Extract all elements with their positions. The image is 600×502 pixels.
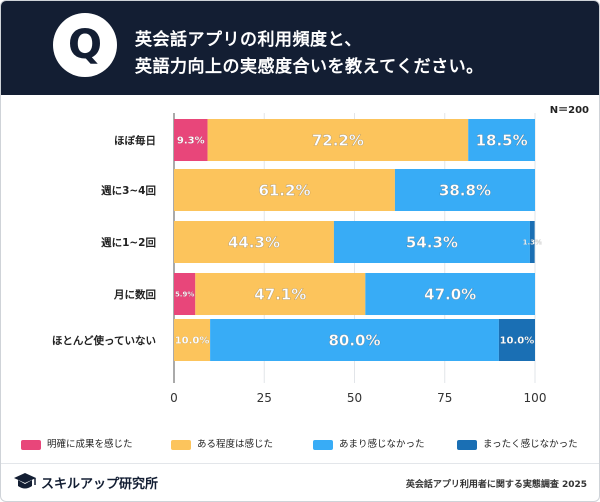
graduation-cap-logo-icon xyxy=(14,473,36,489)
question-header: Q 英会話アプリの利用頻度と、 英語力向上の実感度合いを教えてください。 xyxy=(1,1,599,95)
bar-value-2-3: 1.3% xyxy=(523,239,542,247)
bar-3-0 xyxy=(174,273,196,315)
category-label-3: 月に数回 xyxy=(113,288,156,301)
sample-size-label: N＝200 xyxy=(549,105,589,116)
category-label-1: 週に3~4回 xyxy=(101,185,156,197)
category-label-4: ほとんど使っていない xyxy=(52,334,156,347)
bar-value-2-1: 44.3% xyxy=(228,233,280,251)
stacked-bar-chart: 0 25 50 75 100 ほぼ毎日 9.3% 72.2% 18.5% 週に3~4回 61.2% 3… xyxy=(52,113,547,405)
bar-value-4-2: 80.0% xyxy=(328,331,380,349)
category-label-0: ほぼ毎日 xyxy=(114,134,156,147)
legend-swatch-4 xyxy=(457,440,477,450)
category-label-2: 週に1~2回 xyxy=(101,237,156,249)
bar-2-2 xyxy=(333,221,530,263)
chart-legend: 明確に成果を感じた ある程度は感じた あまり感じなかった まったく感じなかった xyxy=(1,437,599,453)
bar-0-2 xyxy=(468,119,535,161)
x-tick-label-3: 75 xyxy=(437,391,452,405)
legend-swatch-2 xyxy=(171,440,191,450)
q-badge-letter: Q xyxy=(67,22,102,68)
survey-source-text: 英会話アプリ利用者に関する実態調査 2025 xyxy=(405,480,587,490)
x-tick-label-1: 25 xyxy=(257,391,272,405)
bar-value-2-2: 54.3% xyxy=(406,233,458,251)
question-title-line2: 英語力向上の実感度合いを教えてください。 xyxy=(135,57,484,77)
brand-logo-text: スキルアップ研究所 xyxy=(41,477,159,492)
bar-0-1 xyxy=(207,119,469,161)
legend-label-4: まったく感じなかった xyxy=(483,439,578,450)
legend-label-2: ある程度は感じた xyxy=(197,439,274,450)
bar-4-2 xyxy=(210,319,499,361)
bar-4-3 xyxy=(498,319,535,361)
x-tick-label-2: 50 xyxy=(347,391,362,405)
x-tick-label-0: 0 xyxy=(170,391,178,405)
bar-value-3-1: 47.1% xyxy=(254,285,306,303)
question-title-line1: 英会話アプリの利用頻度と、 xyxy=(135,30,362,50)
legend-swatch-1 xyxy=(21,440,41,450)
x-tick-label-4: 100 xyxy=(524,391,547,405)
bar-value-0-0: 9.3% xyxy=(177,136,205,147)
footer-divider xyxy=(1,463,599,464)
bar-2-3 xyxy=(529,221,535,263)
q-badge-icon: Q xyxy=(53,13,117,77)
bar-1-2 xyxy=(394,169,535,211)
legend-swatch-3 xyxy=(313,440,333,450)
bar-value-0-2: 18.5% xyxy=(476,131,528,149)
bar-3-1 xyxy=(195,273,366,315)
bar-3-2 xyxy=(365,273,535,315)
bar-0-0 xyxy=(174,119,208,161)
bar-value-4-3: 10.0% xyxy=(500,336,535,347)
bar-value-0-1: 72.2% xyxy=(312,131,364,149)
legend-label-1: 明確に成果を感じた xyxy=(47,439,133,450)
bar-1-1 xyxy=(174,169,395,211)
legend-label-3: あまり感じなかった xyxy=(339,439,425,450)
bar-value-1-1: 61.2% xyxy=(258,181,310,199)
bar-value-3-2: 47.0% xyxy=(424,285,476,303)
bar-value-4-1: 10.0% xyxy=(175,336,210,347)
bar-4-1 xyxy=(174,319,211,361)
bar-value-3-0: 5.9% xyxy=(175,291,194,299)
bar-2-1 xyxy=(174,221,334,263)
bar-value-1-2: 38.8% xyxy=(439,181,491,199)
